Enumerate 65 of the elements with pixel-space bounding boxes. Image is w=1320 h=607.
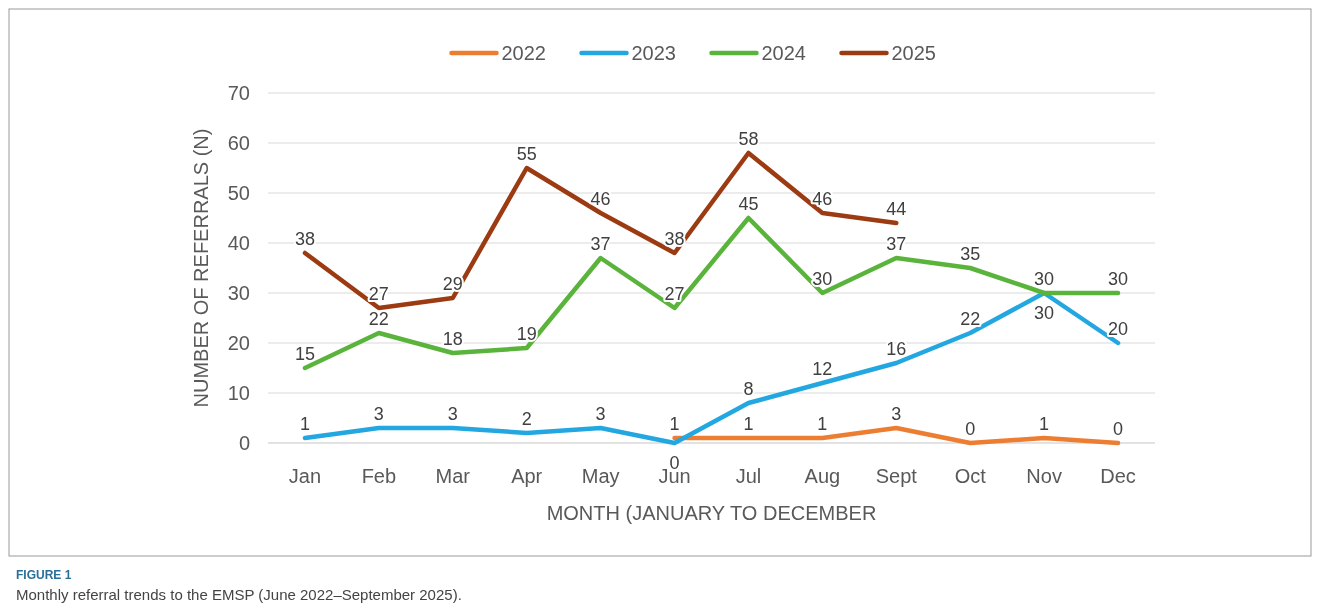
data-label: 37 bbox=[886, 234, 907, 255]
data-label: 27 bbox=[664, 284, 685, 305]
caption: FIGURE 1 bbox=[16, 568, 72, 582]
data-label: 38 bbox=[664, 229, 685, 250]
text: Monthly referral trends to the EMSP (June 2022–September 2025). bbox=[16, 586, 462, 603]
data-label: 30 bbox=[1034, 269, 1055, 290]
x-tick-label: Mar bbox=[435, 465, 471, 487]
data-label: 18 bbox=[442, 329, 463, 350]
y-tick-label: 70 bbox=[227, 82, 250, 104]
data-label: 3 bbox=[595, 404, 606, 425]
legend-label: 2023 bbox=[631, 42, 676, 64]
data-label: 22 bbox=[960, 309, 981, 330]
x-tick-label: Aug bbox=[804, 465, 841, 487]
data-label: 15 bbox=[294, 344, 315, 365]
data-label: 1 bbox=[1039, 414, 1050, 435]
data-label: 30 bbox=[1108, 269, 1129, 290]
data-label: 2 bbox=[521, 409, 532, 430]
data-label: 1 bbox=[299, 414, 310, 435]
data-label: 3 bbox=[447, 404, 458, 425]
y-tick-label: 10 bbox=[227, 382, 250, 404]
data-label: 0 bbox=[1113, 419, 1124, 440]
legend-label: 2022 bbox=[501, 42, 546, 64]
data-label: 44 bbox=[886, 199, 907, 220]
data-label: 55 bbox=[516, 144, 537, 165]
x-tick-label: Feb bbox=[361, 465, 397, 487]
data-label: 58 bbox=[738, 129, 759, 150]
y-tick-label: 60 bbox=[227, 132, 250, 154]
x-tick-label: Apr bbox=[511, 465, 543, 487]
data-label: 12 bbox=[812, 359, 833, 380]
y-tick-label: 50 bbox=[227, 182, 250, 204]
x-tick-label: Jan bbox=[288, 465, 322, 487]
data-label: 20 bbox=[1108, 319, 1129, 340]
data-label: 46 bbox=[812, 189, 833, 210]
y-tick-label: 0 bbox=[238, 432, 250, 454]
x-tick-label: Dec bbox=[1100, 465, 1136, 487]
y-tick-label: 40 bbox=[227, 232, 250, 254]
x-tick-label: Sept bbox=[875, 465, 918, 487]
data-label: 1 bbox=[669, 414, 680, 435]
x-tick-label: Oct bbox=[954, 465, 987, 487]
legend-label: 2025 bbox=[891, 42, 936, 64]
data-label: 30 bbox=[812, 269, 833, 290]
data-label: 1 bbox=[817, 414, 828, 435]
x-tick-label: May bbox=[581, 465, 620, 487]
x-axis-title: MONTH (JANUARY TO DECEMBER bbox=[546, 502, 877, 524]
y-tick-label: 20 bbox=[227, 332, 250, 354]
x-tick-label: Nov bbox=[1026, 465, 1062, 487]
data-label: 45 bbox=[738, 194, 759, 215]
y-axis-title: NUMBER OF REFERRALS (N) bbox=[190, 128, 212, 408]
data-label: 46 bbox=[590, 189, 611, 210]
data-label: 16 bbox=[886, 339, 907, 360]
data-label: 37 bbox=[590, 234, 611, 255]
data-label: 1 bbox=[743, 414, 754, 435]
x-tick-label: Jul bbox=[735, 465, 762, 487]
data-label: 3 bbox=[373, 404, 384, 425]
data-label: 27 bbox=[368, 284, 389, 305]
data-label: 8 bbox=[743, 379, 754, 400]
legend-label: 2024 bbox=[761, 42, 806, 64]
data-label: 30 bbox=[1034, 303, 1055, 324]
data-label: 38 bbox=[294, 229, 315, 250]
data-label: 35 bbox=[960, 244, 981, 265]
data-label: 22 bbox=[368, 309, 389, 330]
data-label: 0 bbox=[965, 419, 976, 440]
data-label: 19 bbox=[516, 324, 537, 345]
data-label: 3 bbox=[891, 404, 902, 425]
y-tick-label: 30 bbox=[227, 282, 250, 304]
